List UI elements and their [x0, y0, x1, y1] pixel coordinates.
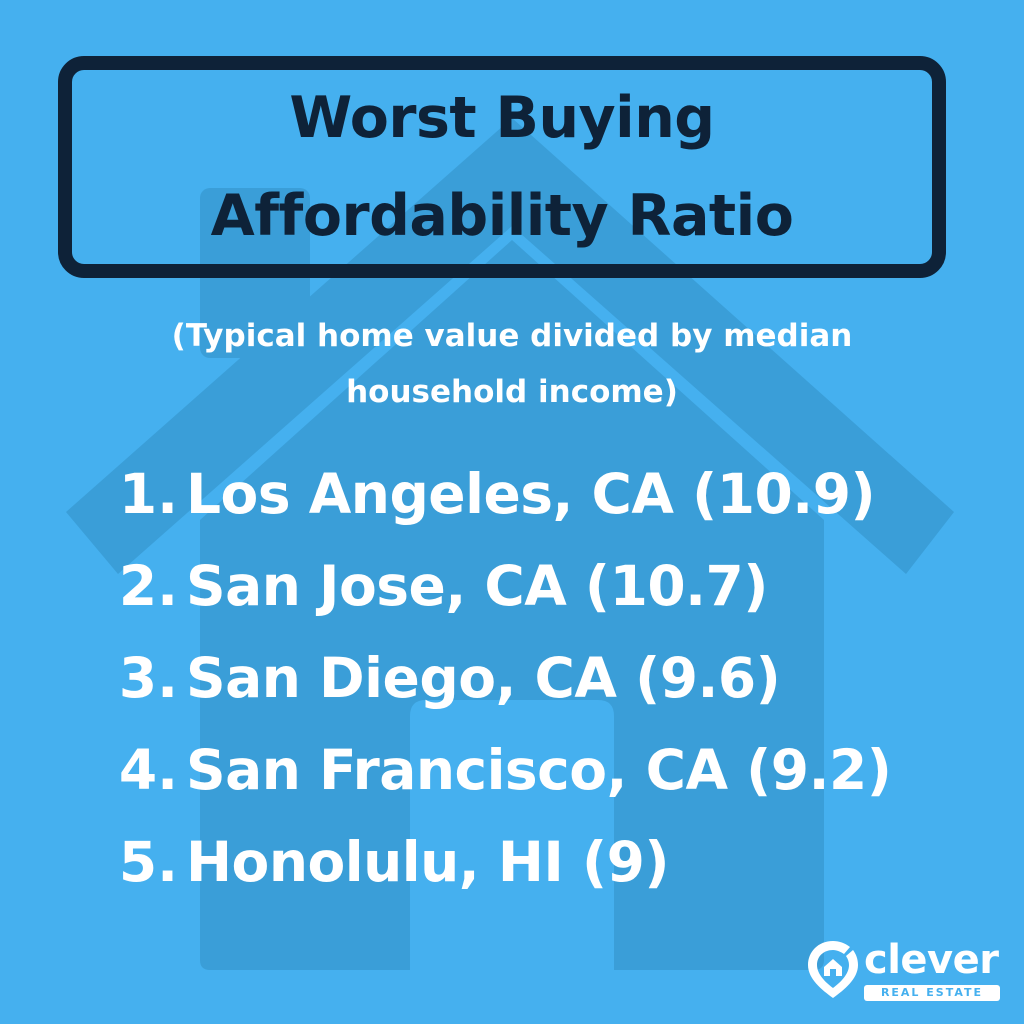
city-entry: San Diego, CA (9.6)	[186, 646, 781, 710]
subtitle: (Typical home value divided by median ho…	[0, 308, 1024, 420]
clever-logo: clever REAL ESTATE	[804, 936, 1004, 1006]
rank-number: 5.	[118, 830, 178, 894]
city-entry: Honolulu, HI (9)	[186, 830, 670, 894]
brand-name: clever	[864, 937, 999, 983]
title-box: Worst Buying Affordability Ratio	[58, 56, 946, 278]
list-item: 2. San Jose, CA (10.7)	[96, 540, 996, 632]
brand-tagline: REAL ESTATE	[864, 985, 1000, 1001]
list-item: 1. Los Angeles, CA (10.9)	[96, 448, 996, 540]
rank-number: 3.	[118, 646, 178, 710]
subtitle-line-1: (Typical home value divided by median	[171, 318, 853, 354]
city-entry: Los Angeles, CA (10.9)	[186, 462, 876, 526]
rank-number: 4.	[118, 738, 178, 802]
list-item: 5. Honolulu, HI (9)	[96, 816, 996, 908]
location-pin-house-icon	[808, 941, 858, 998]
title-line-2: Affordability Ratio	[210, 183, 794, 249]
ranking-list: 1. Los Angeles, CA (10.9) 2. San Jose, C…	[96, 448, 996, 908]
title-line-1: Worst Buying	[289, 85, 715, 151]
rank-number: 2.	[118, 554, 178, 618]
rank-number: 1.	[118, 462, 178, 526]
city-entry: San Francisco, CA (9.2)	[186, 738, 892, 802]
list-item: 3. San Diego, CA (9.6)	[96, 632, 996, 724]
city-entry: San Jose, CA (10.7)	[186, 554, 768, 618]
list-item: 4. San Francisco, CA (9.2)	[96, 724, 996, 816]
subtitle-line-2: household income)	[346, 374, 678, 410]
